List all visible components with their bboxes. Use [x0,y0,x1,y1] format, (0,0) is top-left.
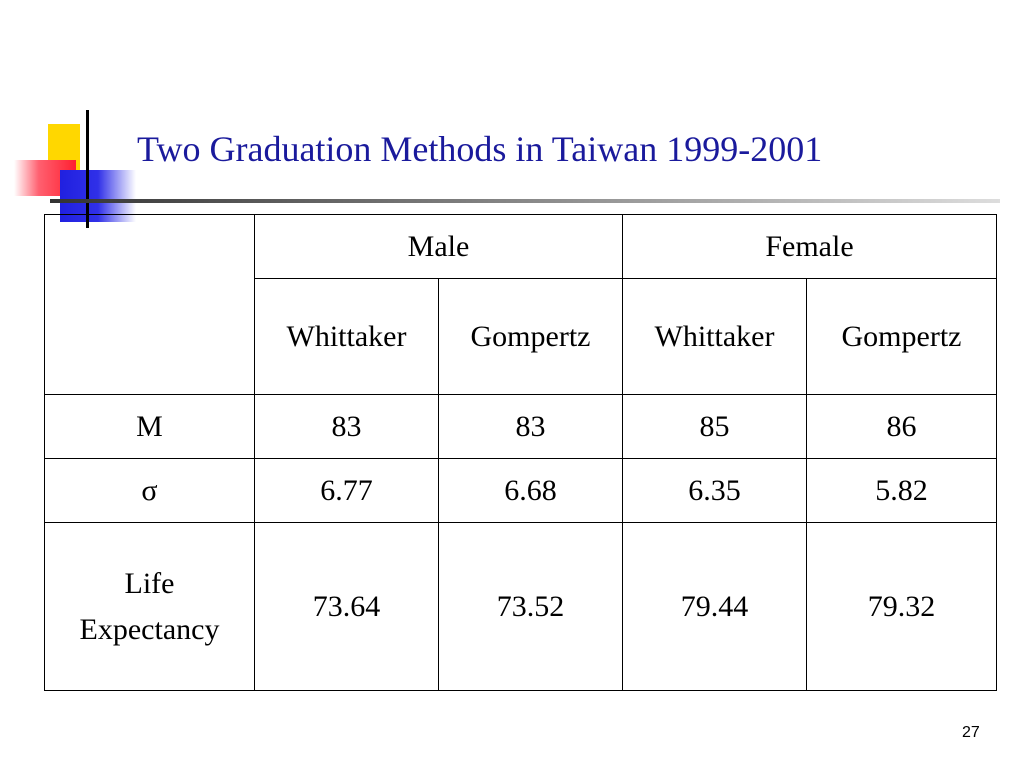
value-cell: 6.77 [254,458,439,523]
method-header: Whittaker [622,278,807,395]
method-header: Gompertz [806,278,997,395]
header-row: Male Female [44,214,997,395]
corner-cell [44,214,255,395]
row-label: M [136,409,163,443]
value-cell: 85 [622,394,807,459]
value-cell: 83 [254,394,439,459]
value-cell: 86 [806,394,997,459]
row-label-cell: σ [44,458,255,523]
value-cell: 73.64 [254,522,439,691]
blue-square [60,170,136,222]
value-cell: 6.35 [622,458,807,523]
row-label: Life Expectancy [79,566,220,646]
group-header: Female [622,214,997,279]
group-header: Male [254,214,623,279]
slide-title: Two Graduation Methods in Taiwan 1999-20… [137,129,823,169]
value-cell: 79.32 [806,522,997,691]
method-header: Gompertz [438,278,623,395]
page-number: 27 [962,724,980,741]
value-cell: 73.52 [438,522,623,691]
results-table: Male Female Whittaker Gompertz Whittaker Gomp… [44,214,997,691]
row-label: σ [141,473,158,507]
vertical-rule [86,110,89,228]
title-rule [50,199,1000,203]
value-cell: 5.82 [806,458,997,523]
value-cell: 83 [438,394,623,459]
row-label-cell: Life Expectancy [44,522,255,691]
header-row: Whittaker Gompertz Whittaker Gompertz [45,278,997,395]
table-body: Male Female Whittaker Gompertz Whittaker Gomp… [44,214,997,691]
value-cell: 79.44 [622,522,807,691]
data-row: M 83 83 85 86 [44,394,997,459]
data-row: σ 6.77 6.68 6.35 5.82 [44,458,997,523]
method-header: Whittaker [254,278,439,395]
data-row: Life Expectancy 73.64 73.52 79.44 79.32 [44,522,997,691]
row-label-cell: M [44,394,255,459]
value-cell: 6.68 [438,458,623,523]
